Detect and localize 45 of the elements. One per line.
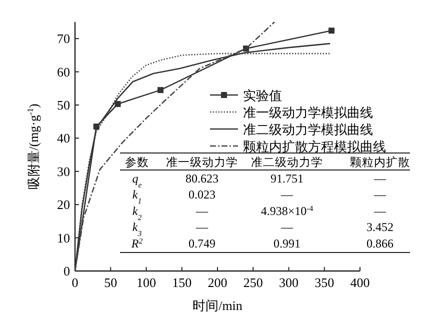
legend-label: 准二级动力学模拟曲线 bbox=[243, 122, 373, 137]
annotation: — bbox=[280, 188, 294, 202]
annotation: — bbox=[280, 220, 294, 234]
x-tick-label: 350 bbox=[314, 275, 334, 290]
text: 3.452 bbox=[366, 220, 394, 234]
legend-label: 准一级动力学模拟曲线 bbox=[243, 105, 373, 120]
x-tick-label: 250 bbox=[243, 275, 263, 290]
x-axis-title: 时间/min bbox=[192, 298, 243, 313]
y-tick-label: 10 bbox=[57, 230, 70, 246]
annotation: 准二级动力学 bbox=[251, 156, 323, 169]
annotation: 参数 bbox=[125, 156, 149, 169]
x-tick-label: 300 bbox=[279, 275, 298, 290]
text: — bbox=[373, 171, 387, 186]
text: — bbox=[373, 188, 387, 202]
x-tick-label: 400 bbox=[350, 275, 370, 290]
annotation: k$_{1}$ bbox=[132, 188, 142, 206]
y-tick-label: 30 bbox=[57, 164, 70, 179]
annotation: q$_{e}$ bbox=[132, 171, 142, 189]
y-tick-label: 50 bbox=[57, 98, 70, 112]
x-tick-label: 50 bbox=[104, 275, 118, 290]
annotation: 4.938×10$^{-4}$ bbox=[260, 203, 314, 218]
annotation: k$_{3}$ bbox=[132, 220, 142, 238]
legend-label: 颗粒内扩散方程模拟曲线 bbox=[243, 139, 386, 154]
legend-label: 实验值 bbox=[243, 88, 282, 103]
y-tick-label: 20 bbox=[57, 197, 70, 212]
annotation: — bbox=[195, 220, 209, 234]
text: 0.866 bbox=[366, 236, 394, 250]
annotation: 0.749 bbox=[188, 236, 216, 250]
x-tick-label: 200 bbox=[208, 275, 228, 290]
annotation: 80.623 bbox=[186, 171, 218, 186]
annotation: 91.751 bbox=[270, 171, 304, 186]
y-tick-label: 60 bbox=[57, 64, 70, 80]
x-tick-label: 100 bbox=[136, 275, 156, 290]
y-tick-label: 70 bbox=[57, 31, 70, 46]
annotation: k$_{2}$ bbox=[132, 204, 142, 222]
x-tick-label: 150 bbox=[172, 275, 192, 290]
y-tick-label: 40 bbox=[57, 130, 70, 146]
annotation: R$^{2}$ bbox=[130, 236, 143, 250]
annotation: 0.023 bbox=[188, 188, 216, 202]
annotation: 颗粒内扩散 bbox=[350, 155, 410, 169]
annotation: 准一级动力学 bbox=[166, 156, 238, 169]
annotation: 0.991 bbox=[274, 236, 300, 250]
annotation: — bbox=[195, 204, 209, 218]
text: — bbox=[373, 204, 387, 218]
y-tick-label: 0 bbox=[64, 264, 70, 278]
